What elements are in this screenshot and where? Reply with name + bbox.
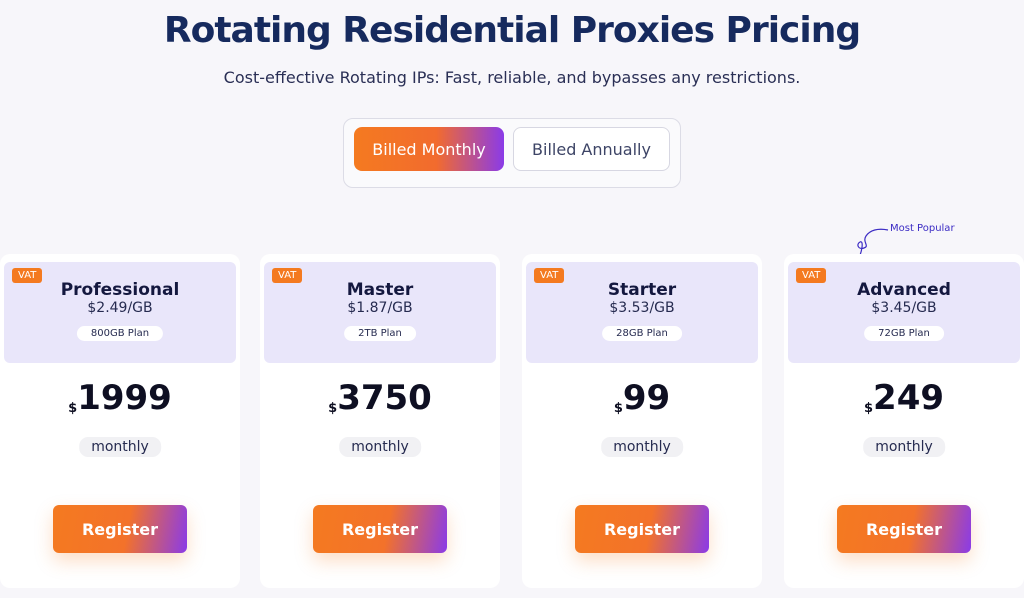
plan-name: Professional [60,280,180,300]
plan-size-pill: 2TB Plan [344,326,416,341]
plan-price: $99 [522,378,762,418]
billed-annually-button[interactable]: Billed Annually [513,127,670,171]
vat-badge: VAT [796,268,827,283]
plan-card-master: VAT Master $1.87/GB 2TB Plan $3750 month… [260,254,500,588]
plan-rate: $3.45/GB [871,300,937,316]
plan-card-header: VAT Master $1.87/GB 2TB Plan [264,262,496,363]
plan-name: Master [346,280,414,300]
price-value: 1999 [77,378,172,418]
price-value: 249 [873,378,945,418]
billing-period-pill: monthly [79,437,161,457]
billing-period-pill: monthly [863,437,945,457]
plan-size-pill: 800GB Plan [76,326,164,341]
plan-card-starter: VAT Starter $3.53/GB 28GB Plan $99 month… [522,254,762,588]
register-button[interactable]: Register [837,505,971,553]
plan-rate: $1.87/GB [347,300,413,316]
billing-period-pill: monthly [601,437,683,457]
currency-symbol: $ [863,401,874,416]
plan-size-pill: 28GB Plan [602,326,682,341]
plan-card-header: VAT Starter $3.53/GB 28GB Plan [526,262,758,363]
vat-badge: VAT [272,268,303,283]
billed-monthly-button[interactable]: Billed Monthly [354,127,504,171]
plan-size-pill: 72GB Plan [864,326,944,341]
register-button[interactable]: Register [53,505,187,553]
vat-badge: VAT [534,268,565,283]
plan-price: $1999 [0,378,240,418]
plan-card-advanced: VAT Advanced $3.45/GB 72GB Plan $249 mon… [784,254,1024,588]
plan-name: Advanced [857,280,951,300]
plan-card-professional: VAT Professional $2.49/GB 800GB Plan $19… [0,254,240,588]
price-value: 3750 [337,378,432,418]
billing-period-pill: monthly [339,437,421,457]
currency-symbol: $ [613,401,623,416]
plan-rate: $3.53/GB [609,300,675,316]
plan-card-header: VAT Professional $2.49/GB 800GB Plan [4,262,236,363]
plan-price: $3750 [260,378,500,418]
plan-card-header: VAT Advanced $3.45/GB 72GB Plan [788,262,1020,363]
currency-symbol: $ [68,401,78,416]
plan-price: $249 [784,378,1024,418]
plan-name: Starter [607,280,677,300]
page-subtitle: Cost-effective Rotating IPs: Fast, relia… [223,68,801,87]
currency-symbol: $ [328,401,338,416]
plan-rate: $2.49/GB [87,300,153,316]
register-button[interactable]: Register [575,505,709,553]
page-title: Rotating Residential Proxies Pricing [163,10,861,51]
most-popular-label: Most Popular [890,223,955,234]
price-value: 99 [622,378,671,418]
billing-toggle: Billed Monthly Billed Annually [343,118,681,188]
register-button[interactable]: Register [313,505,447,553]
vat-badge: VAT [12,268,43,283]
